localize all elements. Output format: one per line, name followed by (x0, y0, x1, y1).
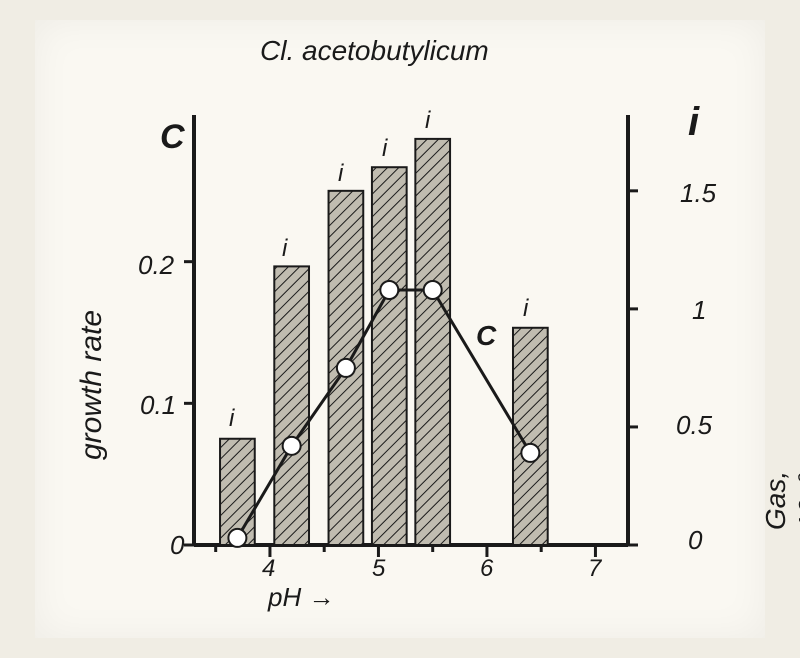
marker (337, 359, 355, 377)
marker (521, 444, 539, 462)
marker (380, 281, 398, 299)
marker (283, 437, 301, 455)
bar (372, 167, 407, 545)
bar (274, 266, 309, 545)
bar (415, 139, 450, 545)
chart-svg (0, 0, 800, 658)
marker (228, 529, 246, 547)
bar (513, 328, 548, 545)
marker (424, 281, 442, 299)
